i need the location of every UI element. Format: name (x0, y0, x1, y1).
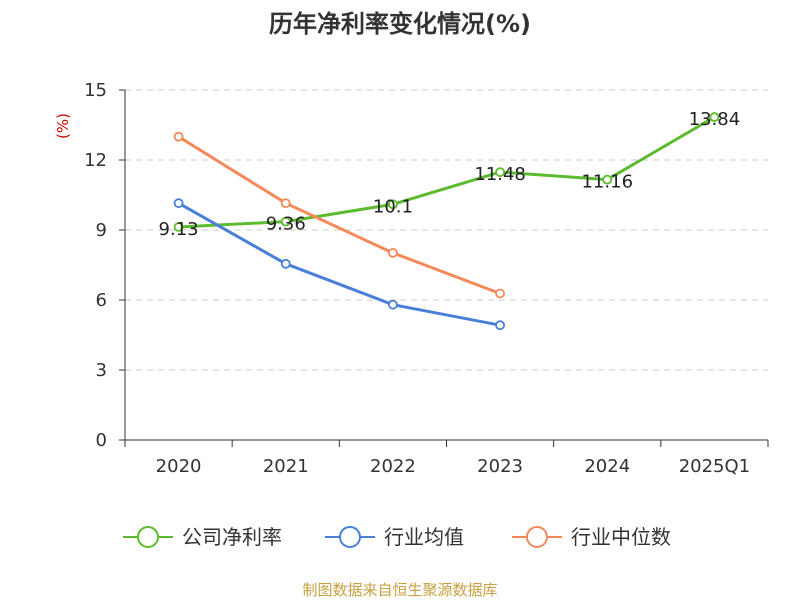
legend-label: 公司净利率 (182, 525, 282, 549)
legend-marker (339, 526, 361, 548)
data-point (388, 299, 398, 310)
data-point (602, 174, 613, 185)
series-line-0 (178, 115, 716, 229)
data-point (173, 131, 184, 142)
y-tick-label: 6 (96, 290, 107, 311)
x-tick-label: 2022 (370, 456, 416, 477)
data-point (495, 320, 505, 331)
data-point (280, 216, 291, 227)
y-tick-label: 9 (96, 220, 107, 241)
y-tick-label: 0 (96, 430, 107, 451)
x-tick-label: 2023 (477, 456, 523, 477)
data-label: 11.48 (474, 164, 526, 185)
y-tick-label: 3 (96, 360, 107, 381)
chart-title: 历年净利率变化情况(%) (269, 10, 531, 38)
data-point (280, 258, 291, 269)
y-tick-label: 15 (84, 80, 107, 101)
data-label: 9.13 (159, 219, 199, 240)
data-point (388, 247, 398, 258)
x-tick-label: 2021 (263, 456, 309, 477)
data-label: 13.84 (689, 109, 741, 130)
data-point (280, 198, 291, 209)
data-point (709, 112, 720, 122)
data-point (388, 199, 398, 210)
y-axis-label: (%) (54, 113, 72, 139)
data-label: 11.16 (581, 172, 633, 193)
data-label: 10.1 (373, 196, 413, 217)
legend-marker (137, 526, 159, 548)
x-tick-label: 2025Q1 (679, 456, 750, 477)
legend-label: 行业中位数 (571, 525, 671, 549)
legend-marker (526, 526, 548, 548)
x-tick-label: 2024 (584, 456, 630, 477)
data-point (173, 198, 184, 209)
data-label: 9.36 (266, 214, 306, 235)
data-point (495, 288, 505, 299)
series-line-1 (177, 201, 501, 327)
source-caption: 制图数据来自恒生聚源数据库 (302, 581, 497, 599)
y-tick-label: 12 (84, 150, 107, 171)
data-point (173, 222, 184, 232)
data-point (495, 167, 505, 178)
legend-label: 行业均值 (384, 525, 464, 549)
series-line-2 (177, 135, 501, 295)
x-tick-label: 2020 (156, 456, 202, 477)
